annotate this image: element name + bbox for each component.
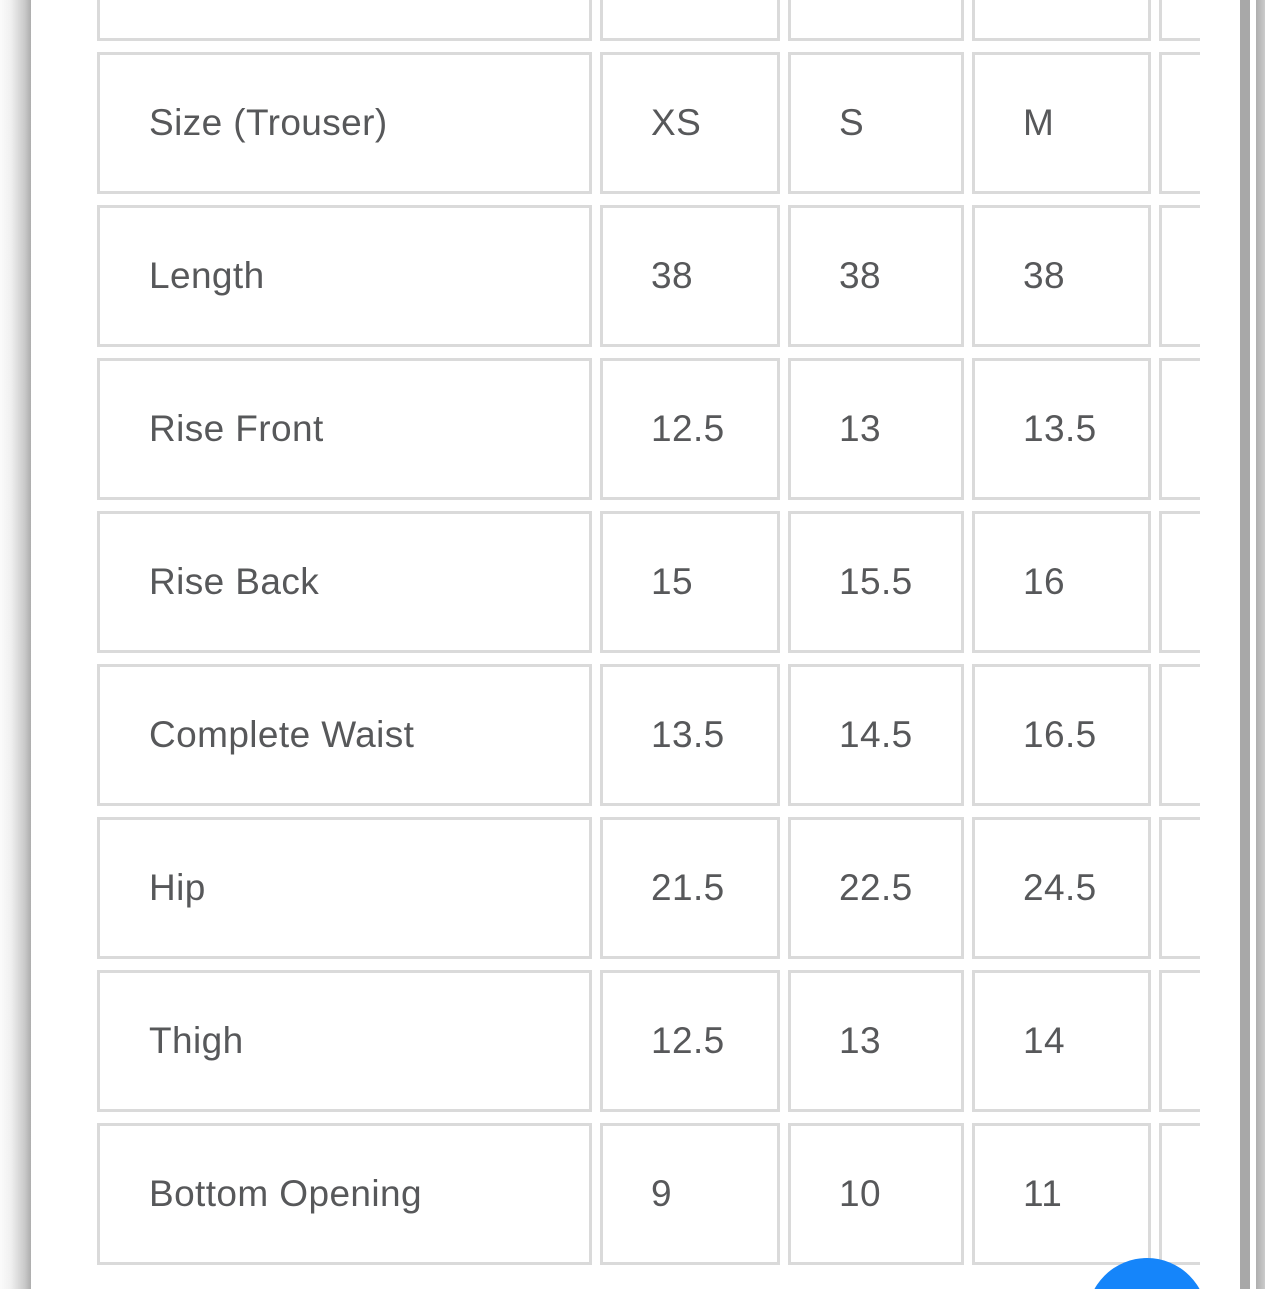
- value-cell: 13: [788, 358, 964, 500]
- value-cell: 15: [600, 511, 780, 653]
- value-cell: 11: [972, 1123, 1151, 1265]
- value-cell: XS: [600, 52, 780, 194]
- clipped-value-cell: [1159, 52, 1200, 194]
- page-edge-shadow-left: [0, 0, 31, 1289]
- value-cell: 13.5: [600, 664, 780, 806]
- value-cell: 24.5: [972, 817, 1151, 959]
- row-label-cell: Rise Back: [97, 511, 592, 653]
- value-cell: [972, 0, 1151, 41]
- vertical-scrollbar[interactable]: [1240, 0, 1250, 1289]
- row-label-cell: Size (Trouser): [97, 52, 592, 194]
- size-chart-scroll-area[interactable]: Size (Trouser) XS S M Length 38 38 38 Rise Front…: [97, 0, 1200, 1265]
- clipped-value-cell: [1159, 1123, 1200, 1265]
- size-chart-table: Size (Trouser) XS S M Length 38 38 38 Rise Front…: [97, 0, 1200, 1265]
- value-cell: 15.5: [788, 511, 964, 653]
- value-cell: 38: [788, 205, 964, 347]
- clipped-value-cell: [1159, 817, 1200, 959]
- clipped-value-cell: [1159, 0, 1200, 41]
- value-cell: 38: [972, 205, 1151, 347]
- value-cell: 9: [600, 1123, 780, 1265]
- value-cell: 16.5: [972, 664, 1151, 806]
- value-cell: [600, 0, 780, 41]
- row-label-cell: Complete Waist: [97, 664, 592, 806]
- value-cell: M: [972, 52, 1151, 194]
- value-cell: 13: [788, 970, 964, 1112]
- value-cell: 14.5: [788, 664, 964, 806]
- row-label-cell: Rise Front: [97, 358, 592, 500]
- value-cell: 12.5: [600, 970, 780, 1112]
- row-label-cell: Thigh: [97, 970, 592, 1112]
- row-label-cell: Bottom Opening: [97, 1123, 592, 1265]
- value-cell: 13.5: [972, 358, 1151, 500]
- value-cell: 10: [788, 1123, 964, 1265]
- value-cell: 16: [972, 511, 1151, 653]
- value-cell: [788, 0, 964, 41]
- value-cell: 21.5: [600, 817, 780, 959]
- value-cell: S: [788, 52, 964, 194]
- clipped-value-cell: [1159, 664, 1200, 806]
- clipped-value-cell: [1159, 358, 1200, 500]
- page-edge-shadow-right: [1256, 0, 1265, 1289]
- clipped-row-label-cell: [97, 0, 592, 41]
- clipped-value-cell: [1159, 511, 1200, 653]
- clipped-value-cell: [1159, 970, 1200, 1112]
- value-cell: 38: [600, 205, 780, 347]
- value-cell: 14: [972, 970, 1151, 1112]
- clipped-value-cell: [1159, 205, 1200, 347]
- row-label-cell: Hip: [97, 817, 592, 959]
- row-label-cell: Length: [97, 205, 592, 347]
- value-cell: 22.5: [788, 817, 964, 959]
- value-cell: 12.5: [600, 358, 780, 500]
